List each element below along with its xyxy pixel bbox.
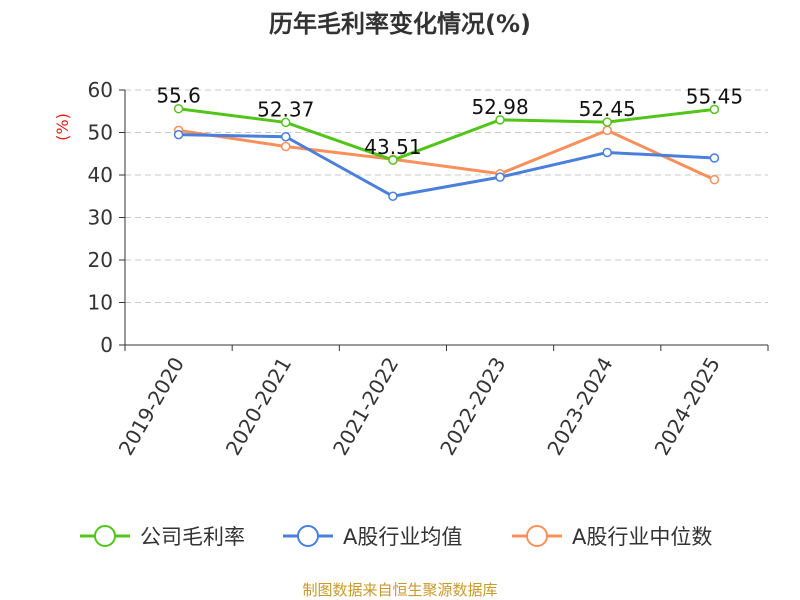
x-tick-label: 2023-2024 [542, 353, 617, 459]
y-tick-label: 0 [100, 333, 113, 357]
data-point [281, 132, 291, 142]
y-tick-labels: 0 10 20 30 40 50 60 [88, 78, 113, 357]
data-point [602, 147, 612, 158]
axes [119, 89, 769, 351]
series-line [178, 133, 715, 198]
y-tick-label: 30 [88, 206, 113, 230]
x-tick-label: 2020-2021 [221, 353, 296, 459]
data-point [709, 174, 720, 185]
data-point [495, 115, 505, 125]
data-point [173, 103, 184, 114]
legend-label: 公司毛利率 [140, 525, 245, 549]
data-point [388, 191, 398, 201]
data-label: 52.98 [471, 95, 528, 119]
series-line [178, 128, 716, 182]
data-point [709, 153, 720, 163]
data-labels: 55.6 52.37 43.51 52.98 52.45 55.45 [156, 84, 743, 159]
legend-item[interactable]: 公司毛利率 [80, 525, 245, 549]
y-tick-label: 20 [88, 248, 113, 272]
data-label: 55.6 [156, 84, 201, 108]
y-tick-label: 40 [88, 163, 113, 187]
data-label: 55.45 [686, 84, 743, 108]
data-point [388, 155, 398, 165]
y-tick-label: 60 [88, 78, 113, 102]
data-label: 52.37 [257, 97, 314, 121]
legend-marker [526, 525, 548, 547]
data-point [281, 141, 291, 152]
legend[interactable]: 公司毛利率 A股行业均值 A股行业中位数 [80, 525, 712, 549]
data-label: 52.45 [579, 97, 636, 121]
source-note: 制图数据来自恒生聚源数据库 [302, 581, 497, 599]
data-point [495, 172, 505, 182]
legend-marker [94, 525, 116, 547]
y-tick-label: 50 [88, 121, 113, 145]
data-point [602, 125, 612, 136]
data-point [173, 129, 184, 140]
series-line [178, 107, 715, 162]
x-tick-label: 2022-2023 [435, 353, 510, 459]
y-tick-label: 10 [88, 291, 113, 315]
x-tick-labels: 2019-2020 2020-2021 2021-2022 2022-2023 2023… [114, 353, 725, 459]
legend-label: A股行业中位数 [572, 525, 712, 549]
legend-item[interactable]: A股行业中位数 [512, 525, 712, 549]
grid-lines [125, 89, 768, 303]
data-point [281, 117, 291, 128]
y-axis-label: (%) [53, 113, 72, 141]
data-point [709, 104, 720, 115]
x-tick-label: 2021-2022 [328, 353, 403, 459]
x-tick-label: 2024-2025 [650, 353, 725, 459]
x-tick-label: 2019-2020 [114, 353, 189, 459]
data-point [602, 117, 612, 127]
series-lines [173, 103, 720, 201]
data-label: 43.51 [364, 135, 421, 159]
legend-label: A股行业均值 [343, 525, 462, 549]
legend-item[interactable]: A股行业均值 [283, 525, 462, 549]
legend-marker [297, 525, 319, 547]
chart-title: 历年毛利率变化情况(%) [269, 10, 531, 38]
